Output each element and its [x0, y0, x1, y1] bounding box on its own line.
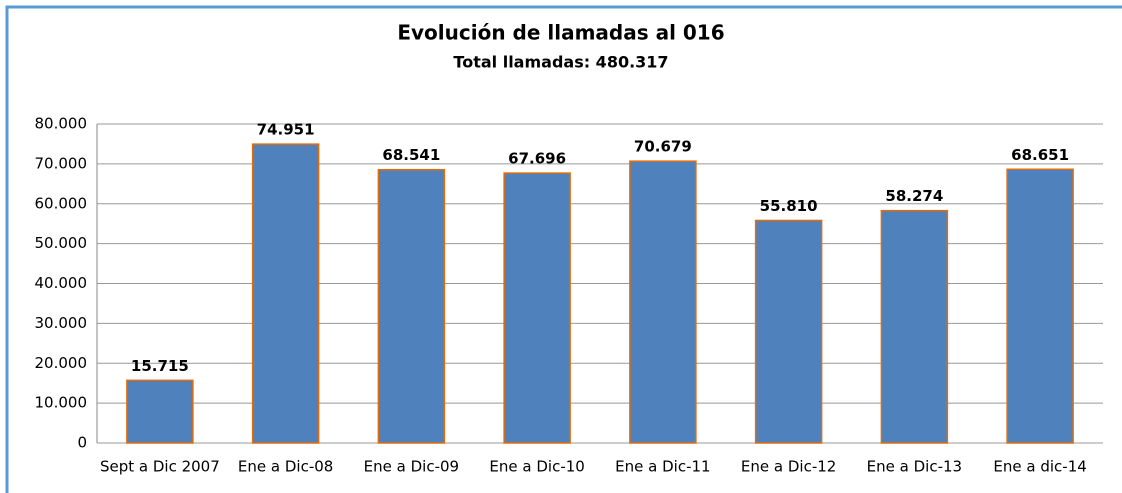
y-tick-label: 60.000 [35, 194, 88, 212]
x-tick-label: Ene a Dic-09 [364, 458, 459, 476]
bar [629, 160, 697, 444]
x-tick-label: Ene a Dic-10 [489, 458, 584, 476]
y-tick-label: 80.000 [35, 115, 88, 133]
bar [754, 219, 823, 444]
bar [251, 143, 320, 444]
bar [126, 379, 194, 444]
bar [377, 168, 446, 444]
bar [880, 209, 949, 444]
frame [5, 5, 1122, 493]
data-label: 15.715 [131, 357, 189, 375]
y-tick-label: 40.000 [35, 274, 88, 292]
data-label: 70.679 [634, 138, 692, 156]
chart-title: Evolución de llamadas al 016 [397, 21, 724, 45]
y-tick-label: 10.000 [35, 394, 88, 412]
y-tick-label: 50.000 [35, 234, 88, 252]
x-tick-label: Ene a dic-14 [993, 458, 1086, 476]
y-tick-label: 70.000 [35, 154, 88, 172]
y-tick-label: 0 [77, 434, 87, 452]
data-label: 74.951 [257, 121, 315, 139]
data-label: 58.274 [885, 187, 943, 205]
x-tick-label: Ene a Dic-08 [238, 458, 333, 476]
data-label: 55.810 [760, 197, 818, 215]
y-tick-label: 20.000 [35, 354, 88, 372]
y-tick-label: 30.000 [35, 314, 88, 332]
x-tick-label: Ene a Dic-11 [615, 458, 710, 476]
x-tick-label: Ene a Dic-12 [741, 458, 836, 476]
data-label: 68.651 [1011, 146, 1069, 164]
data-label: 68.541 [382, 146, 440, 164]
x-tick-label: Sept a Dic 2007 [100, 458, 220, 476]
bar [503, 172, 571, 444]
data-label: 67.696 [508, 150, 566, 168]
bar [1006, 168, 1074, 444]
chart-subtitle: Total llamadas: 480.317 [453, 53, 668, 72]
x-tick-label: Ene a Dic-13 [867, 458, 962, 476]
